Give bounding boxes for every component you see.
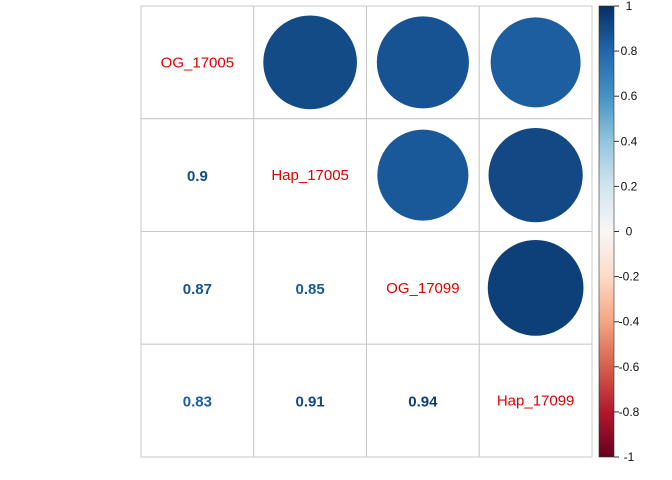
correlation-value: 0.91	[296, 394, 325, 411]
correlation-value: 0.85	[296, 281, 325, 298]
correlation-circle	[488, 128, 583, 223]
correlation-circle	[263, 15, 357, 110]
correlation-marks: OG_17005 Hap_17005 OG_17099 Hap_17099 0.9 0.8…	[161, 15, 584, 411]
legend-tick-label: -0.2	[619, 270, 640, 284]
variable-label: OG_17099	[386, 280, 459, 297]
grid-cell	[366, 343, 480, 458]
correlation-value: 0.83	[183, 394, 212, 411]
correlation-value: 0.94	[408, 394, 438, 411]
legend-tick-label: -0.6	[619, 360, 640, 374]
legend-tick-label: 0.4	[621, 134, 638, 148]
correlation-value: 0.9	[187, 168, 208, 185]
grid-cell	[253, 231, 367, 345]
variable-label: Hap_17005	[271, 167, 349, 184]
legend-tick-label: 0.2	[621, 179, 638, 193]
grid-cell	[140, 118, 255, 232]
correlation-circle	[487, 240, 584, 336]
legend-tick-label: 0.8	[621, 44, 638, 58]
color-legend: 1 0.8 0.6 0.4 0.2 0 -0.2 -0.4 -0.6 -0.8 -1	[598, 0, 640, 464]
correlation-value: 0.87	[183, 281, 212, 298]
variable-label: OG_17005	[161, 54, 234, 71]
legend-tick-label: -1	[624, 450, 635, 464]
correlation-circle	[377, 129, 469, 221]
grid-cell	[140, 343, 255, 458]
grid-cell	[140, 5, 255, 120]
legend-tick-label: 0	[626, 225, 633, 239]
correlation-circle	[490, 17, 581, 108]
color-legend-bar	[598, 5, 615, 458]
legend-tick-label: -0.4	[619, 315, 640, 329]
grid-cell	[253, 343, 367, 458]
legend-tick-label: -0.8	[619, 405, 640, 419]
grid-cell	[478, 343, 593, 458]
variable-label: Hap_17099	[497, 393, 575, 410]
legend-tick-label: 0.6	[621, 89, 638, 103]
grid-cell	[253, 118, 367, 232]
legend-tick-label: 1	[626, 0, 633, 13]
correlation-circle	[376, 16, 469, 109]
